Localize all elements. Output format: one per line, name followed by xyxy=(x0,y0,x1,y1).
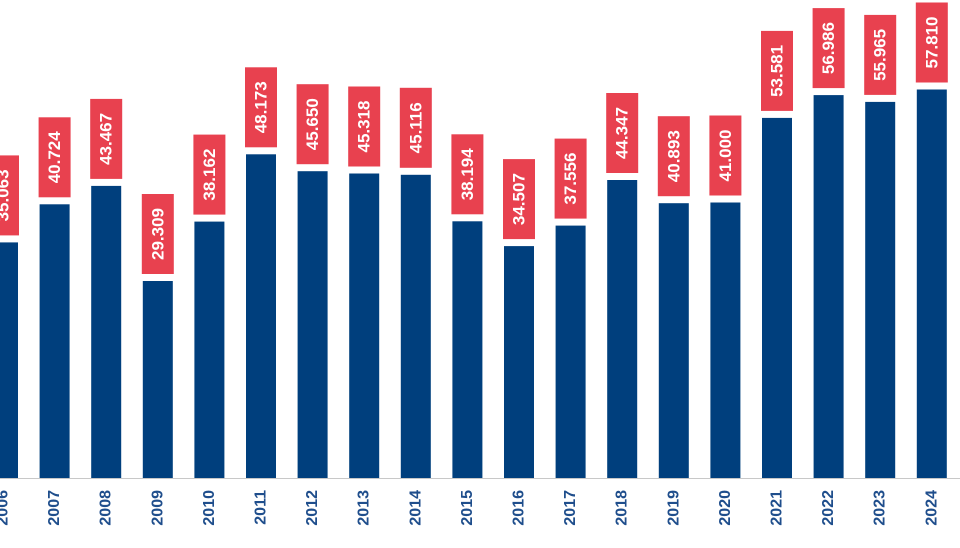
bar-2012 xyxy=(297,171,328,478)
x-tick-labels-group: 2006 2007 2008 2009 2010 2011 2012 2013 2014 2015… xyxy=(0,490,940,526)
bar-2023 xyxy=(865,101,896,479)
x-tick-label-2023: 2023 xyxy=(872,490,889,526)
data-label-box xyxy=(141,194,174,274)
data-label-box xyxy=(915,2,948,83)
x-tick-label-2006: 2006 xyxy=(0,490,12,526)
data-label-2013: 45.318 xyxy=(348,86,381,167)
data-label-2017: 37.556 xyxy=(554,138,587,219)
data-label-2023: 55.965 xyxy=(864,14,897,95)
data-label-2010: 38.162 xyxy=(193,134,226,215)
data-label-text: 45.318 xyxy=(355,101,374,153)
data-label-box xyxy=(193,134,226,215)
data-label-box xyxy=(503,159,535,240)
data-label-2019: 40.893 xyxy=(657,116,690,197)
data-label-box xyxy=(554,138,587,219)
data-label-2012: 45.650 xyxy=(296,84,329,165)
x-tick-label-2015: 2015 xyxy=(459,490,476,526)
data-label-box xyxy=(348,86,381,167)
x-tick-label-2010: 2010 xyxy=(201,490,218,526)
data-label-2022: 56.986 xyxy=(812,8,845,89)
data-label-2009: 29.309 xyxy=(141,194,174,274)
data-label-text: 37.556 xyxy=(561,153,580,205)
data-label-box xyxy=(657,116,690,197)
x-tick-label-2012: 2012 xyxy=(304,490,321,526)
x-tick-label-2011: 2011 xyxy=(253,490,270,525)
data-label-text: 45.650 xyxy=(303,98,322,150)
bar-2017 xyxy=(555,225,586,478)
x-tick-label-2020: 2020 xyxy=(717,490,734,526)
data-label-text: 38.162 xyxy=(200,149,219,201)
x-tick-label-2017: 2017 xyxy=(562,490,579,526)
data-label-box xyxy=(38,117,71,198)
bar-2022 xyxy=(813,95,844,478)
x-tick-label-2024: 2024 xyxy=(923,490,940,526)
data-label-2024: 57.810 xyxy=(915,2,948,83)
x-tick-label-2016: 2016 xyxy=(511,490,528,526)
data-label-text: 34.507 xyxy=(510,173,529,225)
bar-2008 xyxy=(91,185,122,478)
data-label-box xyxy=(399,87,432,168)
x-tick-label-2019: 2019 xyxy=(665,490,682,526)
data-label-text: 45.116 xyxy=(406,102,425,153)
data-label-box xyxy=(761,30,793,111)
data-label-2015: 38.194 xyxy=(451,134,484,215)
bar-2019 xyxy=(658,203,689,478)
data-label-2018: 44.347 xyxy=(606,93,639,173)
data-labels-group: 35.063 40.724 43.467 29.309 38.162 48.173 45.6… xyxy=(0,2,948,274)
data-label-2016: 34.507 xyxy=(503,159,535,240)
x-tick-label-2008: 2008 xyxy=(98,490,115,526)
data-label-text: 40.893 xyxy=(664,130,683,182)
x-tick-label-2007: 2007 xyxy=(46,490,63,526)
data-label-box xyxy=(245,67,277,148)
bars-group xyxy=(0,89,947,479)
data-label-box xyxy=(296,84,329,165)
data-label-2020: 41.000 xyxy=(709,115,742,196)
data-label-box xyxy=(709,115,742,196)
data-label-text: 43.467 xyxy=(97,113,116,165)
data-label-text: 29.309 xyxy=(148,208,167,260)
data-label-box xyxy=(0,155,19,236)
data-label-text: 56.986 xyxy=(819,22,838,74)
data-label-text: 38.194 xyxy=(458,148,477,201)
data-label-box xyxy=(812,8,845,89)
x-tick-label-2013: 2013 xyxy=(356,490,373,526)
data-label-2021: 53.581 xyxy=(761,30,793,111)
data-label-text: 40.724 xyxy=(45,131,64,184)
x-tick-label-2022: 2022 xyxy=(820,490,837,526)
data-label-text: 55.965 xyxy=(871,29,890,81)
x-tick-label-2018: 2018 xyxy=(614,490,631,526)
data-label-text: 44.347 xyxy=(613,107,632,159)
data-label-text: 48.173 xyxy=(252,81,271,133)
data-label-text: 41.000 xyxy=(716,130,735,182)
data-label-text: 57.810 xyxy=(922,17,941,69)
data-label-box xyxy=(90,98,123,179)
bar-2015 xyxy=(452,221,483,479)
bar-2018 xyxy=(607,180,638,478)
data-label-text: 35.063 xyxy=(0,169,13,221)
bar-2020 xyxy=(710,202,741,478)
bar-2007 xyxy=(39,204,70,479)
bar-2013 xyxy=(349,173,380,478)
data-label-2011: 48.173 xyxy=(245,67,277,148)
bar-2024 xyxy=(916,89,947,478)
bar-2014 xyxy=(400,174,431,479)
x-tick-label-2021: 2021 xyxy=(769,490,786,526)
data-label-box xyxy=(451,134,484,215)
data-label-2014: 45.116 xyxy=(399,87,432,168)
bar-2009 xyxy=(142,281,173,478)
x-tick-label-2009: 2009 xyxy=(149,490,166,526)
bar-2021 xyxy=(762,117,792,479)
bar-2006 xyxy=(0,242,18,478)
data-label-2008: 43.467 xyxy=(90,98,123,179)
data-label-box xyxy=(864,14,897,95)
bar-2011 xyxy=(246,154,276,479)
data-label-2007: 40.724 xyxy=(38,117,71,198)
bar-2016 xyxy=(504,246,534,478)
bar-2010 xyxy=(194,221,225,478)
data-label-2006: 35.063 xyxy=(0,155,19,236)
data-label-text: 53.581 xyxy=(768,45,787,97)
data-label-box xyxy=(606,93,639,173)
x-tick-label-2014: 2014 xyxy=(407,490,424,526)
